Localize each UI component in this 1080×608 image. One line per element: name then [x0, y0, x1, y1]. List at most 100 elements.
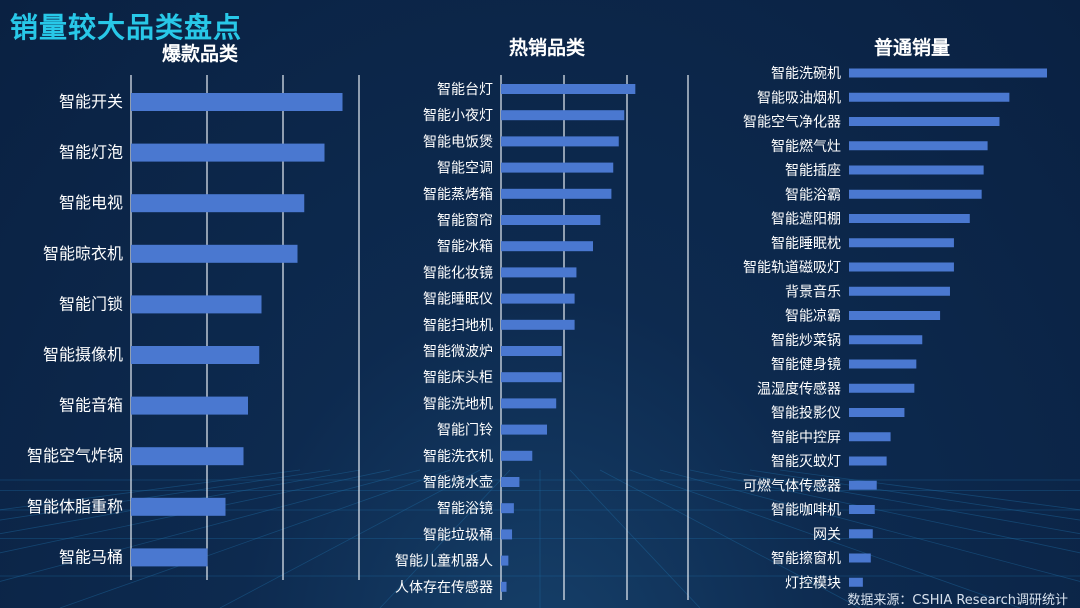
- category-label: 智能门铃: [437, 423, 493, 439]
- floor-grid-line: [0, 469, 361, 535]
- category-label: 智能蒸烤箱: [423, 187, 493, 203]
- category-label: 智能化妆镜: [423, 265, 493, 281]
- bar: [131, 346, 260, 364]
- bar: [501, 450, 533, 461]
- bar: [131, 497, 226, 516]
- floor-grid-line: [0, 469, 331, 521]
- bar: [501, 555, 509, 566]
- page-title: 销量较大品类盘点: [10, 11, 243, 44]
- floor-grid-line: [0, 469, 301, 511]
- bar: [501, 267, 577, 278]
- floor-grid-line: [0, 469, 391, 554]
- bar: [849, 577, 863, 587]
- bar: [131, 548, 208, 567]
- category-label: 可燃气体传感器: [743, 477, 841, 494]
- category-label: 智能马桶: [59, 547, 123, 566]
- category-label: 智能插座: [785, 163, 841, 179]
- bar: [849, 335, 923, 345]
- bar: [849, 529, 873, 539]
- category-label: 温湿度传感器: [757, 380, 841, 397]
- category-label: 智能空气炸锅: [27, 446, 123, 465]
- bar: [849, 214, 970, 223]
- bar: [131, 447, 244, 466]
- bar: [849, 553, 871, 563]
- category-label: 智能洗碗机: [771, 66, 841, 82]
- bar: [849, 262, 954, 272]
- category-label: 智能凉霸: [785, 309, 841, 325]
- bar: [501, 188, 612, 199]
- floor-grid-line: [0, 469, 421, 582]
- category-label: 智能电视: [59, 193, 123, 212]
- chart-title: 爆款品类: [162, 42, 238, 65]
- bar: [131, 295, 262, 314]
- category-label: 智能垃圾桶: [423, 527, 493, 543]
- bar: [849, 189, 982, 199]
- bar: [849, 311, 941, 320]
- category-label: 智能台灯: [437, 82, 493, 98]
- category-label: 背景音乐: [785, 283, 841, 300]
- category-label: 智能儿童机器人: [395, 553, 493, 570]
- bar: [501, 398, 557, 409]
- category-label: 智能微波炉: [423, 344, 493, 360]
- category-label: 智能开关: [59, 92, 123, 111]
- category-label: 智能炒菜锅: [771, 333, 841, 349]
- bar: [849, 117, 1000, 126]
- category-label: 智能床头柜: [423, 370, 493, 386]
- category-label: 智能空调: [437, 161, 493, 177]
- bar: [501, 319, 575, 330]
- bar: [131, 396, 248, 415]
- floor-grid-line: [569, 469, 701, 608]
- bar: [849, 238, 954, 248]
- category-label: 智能轨道磁吸灯: [743, 260, 841, 276]
- bar: [849, 359, 917, 369]
- floor-grid-line: [749, 469, 1080, 521]
- bar: [501, 110, 625, 121]
- category-label: 智能门锁: [59, 294, 123, 313]
- category-label: 智能吸油烟机: [757, 90, 841, 106]
- bar: [501, 372, 562, 383]
- category-label: 智能浴镜: [437, 501, 493, 517]
- bar: [131, 194, 305, 213]
- category-label: 智能烧水壶: [423, 475, 493, 491]
- bar: [501, 503, 514, 514]
- bar: [501, 241, 593, 252]
- bar: [849, 286, 950, 296]
- category-label: 智能冰箱: [437, 239, 493, 255]
- category-label: 智能电饭煲: [423, 133, 493, 150]
- category-label: 网关: [813, 527, 841, 543]
- category-label: 智能擦窗机: [771, 550, 841, 567]
- category-label: 智能灭蚊灯: [771, 454, 841, 470]
- category-label: 灯控模块: [785, 575, 841, 591]
- category-label: 智能浴霸: [785, 187, 841, 203]
- bar: [501, 136, 619, 147]
- floor-grid-line: [659, 469, 1080, 582]
- floor-grid-line: [219, 469, 481, 608]
- bar: [131, 93, 343, 111]
- bar: [501, 293, 575, 304]
- bar: [849, 480, 877, 490]
- category-label: 智能睡眠仪: [423, 292, 493, 308]
- category-label: 人体存在传感器: [395, 579, 493, 596]
- bar: [501, 424, 547, 435]
- floor-grid-line: [629, 469, 1021, 608]
- category-label: 智能小夜灯: [423, 108, 493, 124]
- floor-grid-line: [689, 469, 1080, 554]
- bar: [849, 68, 1047, 78]
- category-label: 智能扫地机: [423, 318, 493, 334]
- category-label: 智能健身镜: [771, 357, 841, 373]
- category-label: 智能摄像机: [43, 345, 123, 364]
- category-label: 智能洗衣机: [423, 449, 493, 465]
- floor-grid-line: [779, 469, 1080, 511]
- bar: [131, 143, 325, 162]
- category-label: 智能遮阳棚: [771, 212, 841, 228]
- category-label: 智能燃气灶: [771, 138, 841, 155]
- category-label: 智能中控屏: [771, 430, 841, 446]
- chart-title: 热销品类: [509, 36, 585, 59]
- floor-grid-line: [379, 469, 511, 608]
- bar: [501, 581, 507, 592]
- category-label: 智能咖啡机: [771, 503, 841, 519]
- bar: [501, 346, 562, 356]
- chart-title: 普通销量: [874, 36, 950, 59]
- bar: [849, 432, 891, 442]
- category-label: 智能窗帘: [437, 212, 493, 229]
